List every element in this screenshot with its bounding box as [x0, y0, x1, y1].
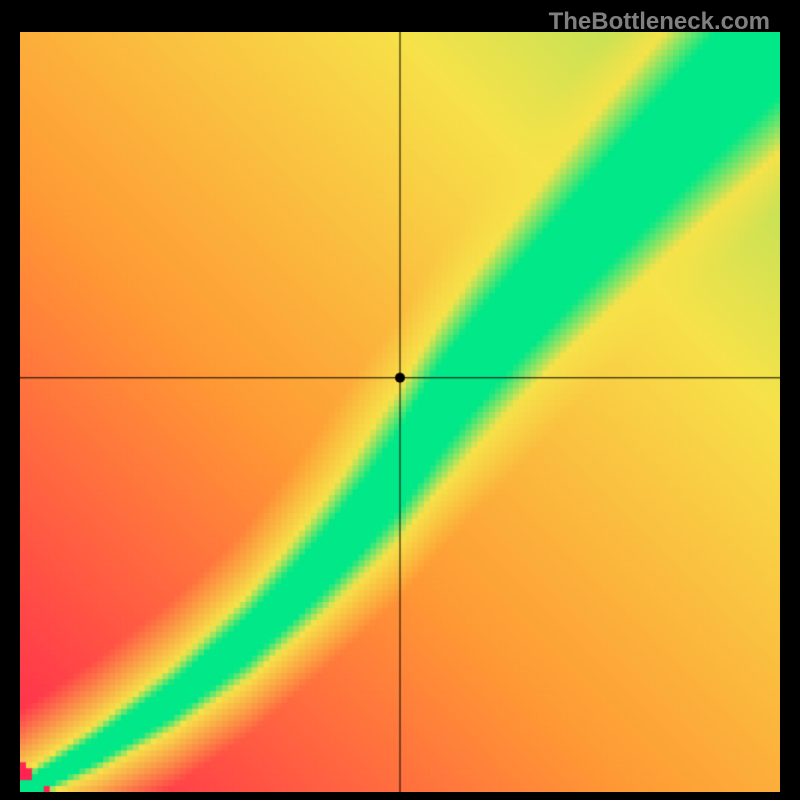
chart-container: TheBottleneck.com [0, 0, 800, 800]
bottleneck-heatmap [20, 32, 780, 792]
watermark-text: TheBottleneck.com [549, 8, 770, 36]
